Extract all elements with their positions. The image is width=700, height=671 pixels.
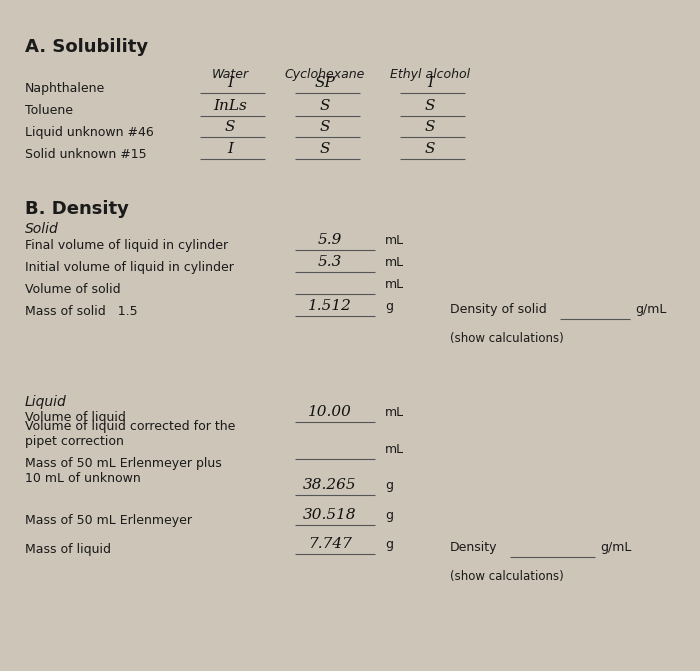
Text: 10.00: 10.00 <box>308 405 352 419</box>
Text: I: I <box>427 76 433 90</box>
Text: Mass of 50 mL Erlenmeyer plus
10 mL of unknown: Mass of 50 mL Erlenmeyer plus 10 mL of u… <box>25 457 222 485</box>
Text: 5.3: 5.3 <box>318 255 342 269</box>
Text: S: S <box>425 120 435 134</box>
Text: 5.9: 5.9 <box>318 233 342 247</box>
Text: Cyclohexane: Cyclohexane <box>285 68 365 81</box>
Text: Mass of 50 mL Erlenmeyer: Mass of 50 mL Erlenmeyer <box>25 514 192 527</box>
Text: g: g <box>385 300 393 313</box>
Text: g: g <box>385 538 393 551</box>
Text: Ethyl alcohol: Ethyl alcohol <box>390 68 470 81</box>
Text: g: g <box>385 479 393 492</box>
Text: Density: Density <box>450 541 498 554</box>
Text: S: S <box>320 120 330 134</box>
Text: Water: Water <box>211 68 248 81</box>
Text: mL: mL <box>385 406 404 419</box>
Text: 30.518: 30.518 <box>303 508 357 522</box>
Text: S: S <box>320 142 330 156</box>
Text: Naphthalene: Naphthalene <box>25 82 105 95</box>
Text: Initial volume of liquid in cylinder: Initial volume of liquid in cylinder <box>25 261 234 274</box>
Text: g: g <box>385 509 393 522</box>
Text: Volume of solid: Volume of solid <box>25 283 120 296</box>
Text: 38.265: 38.265 <box>303 478 357 492</box>
Text: Solid: Solid <box>25 222 59 236</box>
Text: InLs: InLs <box>213 99 247 113</box>
Text: SP: SP <box>314 76 335 90</box>
Text: Volume of liquid corrected for the
pipet correction: Volume of liquid corrected for the pipet… <box>25 420 235 448</box>
Text: Density of solid: Density of solid <box>450 303 547 316</box>
Text: Volume of liquid: Volume of liquid <box>25 411 126 424</box>
Text: Mass of solid   1.5: Mass of solid 1.5 <box>25 305 138 318</box>
Text: (show calculations): (show calculations) <box>450 332 564 345</box>
Text: S: S <box>425 142 435 156</box>
Text: mL: mL <box>385 234 404 247</box>
Text: B. Density: B. Density <box>25 200 129 218</box>
Text: Final volume of liquid in cylinder: Final volume of liquid in cylinder <box>25 239 228 252</box>
Text: Liquid unknown #46: Liquid unknown #46 <box>25 126 154 139</box>
Text: S: S <box>225 120 235 134</box>
Text: mL: mL <box>385 256 404 269</box>
Text: Mass of liquid: Mass of liquid <box>25 543 111 556</box>
Text: Toluene: Toluene <box>25 104 73 117</box>
Text: I: I <box>227 76 233 90</box>
Text: g/mL: g/mL <box>600 541 631 554</box>
Text: mL: mL <box>385 278 404 291</box>
Text: Liquid: Liquid <box>25 395 66 409</box>
Text: S: S <box>320 99 330 113</box>
Text: S: S <box>425 99 435 113</box>
Text: 7.747: 7.747 <box>308 537 352 551</box>
Text: A. Solubility: A. Solubility <box>25 38 148 56</box>
Text: g/mL: g/mL <box>635 303 666 316</box>
Text: Solid unknown #15: Solid unknown #15 <box>25 148 146 161</box>
Text: I: I <box>227 142 233 156</box>
Text: 1.512: 1.512 <box>308 299 352 313</box>
Text: (show calculations): (show calculations) <box>450 570 564 583</box>
Text: mL: mL <box>385 443 404 456</box>
